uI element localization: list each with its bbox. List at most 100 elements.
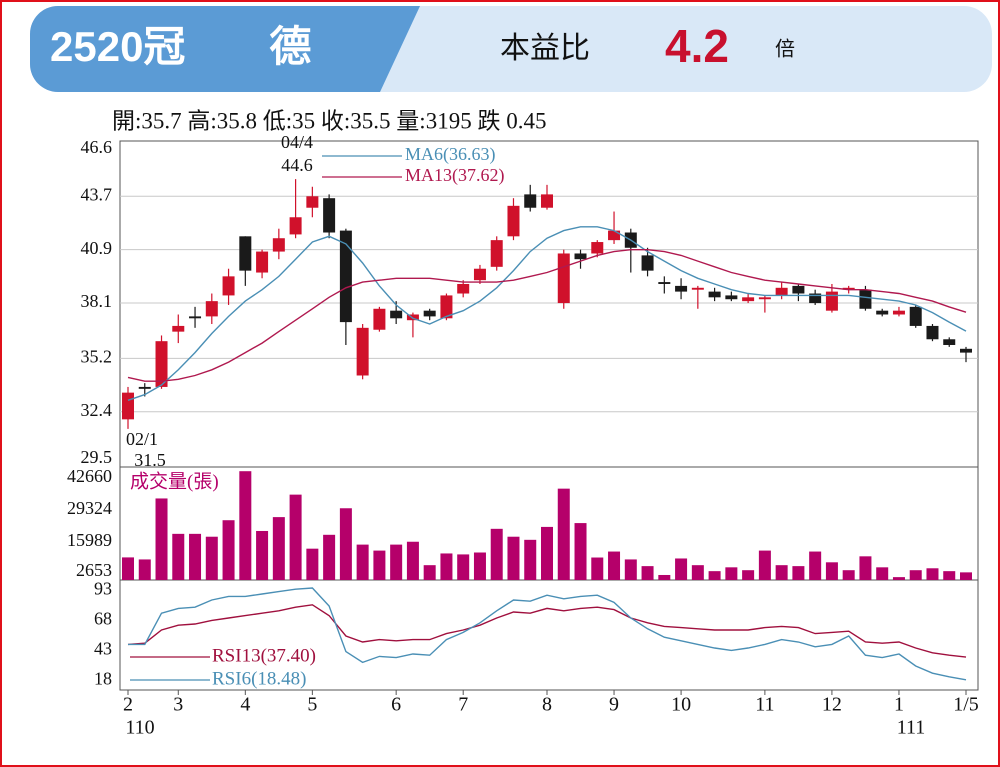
volume-bar xyxy=(725,567,738,580)
volume-bar xyxy=(792,566,805,580)
volume-bar xyxy=(272,517,285,580)
volume-bar xyxy=(457,554,470,580)
volume-bar xyxy=(960,572,972,580)
candle-body xyxy=(708,291,721,298)
candle-body xyxy=(926,325,939,340)
candle-body xyxy=(306,196,319,208)
candle-body xyxy=(809,293,822,304)
volume-bar xyxy=(507,536,520,580)
y-tick-label: 29.5 xyxy=(81,447,113,467)
y-tick-label: 68 xyxy=(94,609,112,629)
candle-body xyxy=(406,314,419,321)
x-tick-label: 5 xyxy=(307,694,317,716)
x-tick-label: 9 xyxy=(609,694,619,716)
candle-body xyxy=(222,276,235,296)
volume-bar xyxy=(172,533,185,580)
header-tab xyxy=(30,6,420,92)
volume-bar xyxy=(876,567,889,580)
y-tick-label: 93 xyxy=(94,579,112,599)
candle-body xyxy=(423,310,436,317)
volume-bar xyxy=(641,566,654,580)
x-tick-label: 8 xyxy=(542,694,552,716)
candle-body xyxy=(440,295,453,319)
legend-label: RSI6(18.48) xyxy=(212,668,306,689)
annotation: 44.6 xyxy=(281,155,313,175)
candle-body xyxy=(373,308,386,330)
candle-body xyxy=(658,282,671,284)
candle-body xyxy=(323,198,336,233)
volume-bar xyxy=(557,488,570,580)
pe-value: 4.2 xyxy=(665,20,729,72)
candle-body xyxy=(122,392,134,420)
volume-bar xyxy=(323,534,336,580)
candle-body xyxy=(289,217,302,235)
y-tick-label: 29324 xyxy=(67,498,112,518)
candle-body xyxy=(591,242,604,254)
volume-bar xyxy=(490,528,503,580)
candle-body xyxy=(272,238,285,252)
volume-bar xyxy=(339,508,352,580)
volume-bar xyxy=(239,471,252,580)
x-tick-label: 2 xyxy=(123,694,133,716)
volume-bar xyxy=(189,533,202,580)
volume-bar xyxy=(574,523,587,580)
candle-body xyxy=(155,341,168,387)
candle-body xyxy=(641,255,654,271)
y-tick-label: 43.7 xyxy=(81,184,113,204)
volume-bar xyxy=(122,557,134,580)
volume-bar xyxy=(541,526,553,580)
info-line: 開:35.7 高:35.8 低:35 收:35.5 量:3195 跌 0.45 xyxy=(112,108,546,133)
indicator-line xyxy=(127,226,967,401)
volume-bar xyxy=(524,539,537,580)
volume-bar xyxy=(624,559,637,580)
candle-body xyxy=(825,291,838,311)
candle-body xyxy=(943,339,956,345)
volume-bar xyxy=(222,520,235,580)
panel-title: 成交量(張) xyxy=(130,470,219,492)
candle-body xyxy=(390,310,403,319)
plot-frame xyxy=(119,140,979,691)
legend-label: MA13(37.62) xyxy=(405,165,505,186)
candle-body xyxy=(608,230,621,241)
x-year-label: 110 xyxy=(125,717,154,739)
candle-body xyxy=(775,287,788,296)
volume-bar xyxy=(809,551,822,580)
volume-bar xyxy=(909,570,922,580)
x-year-label: 111 xyxy=(897,717,926,739)
volume-bar xyxy=(373,550,386,580)
x-tick-label: 12 xyxy=(822,694,842,716)
annotation: 02/1 xyxy=(126,429,158,449)
candle-body xyxy=(892,310,905,315)
volume-bar xyxy=(943,571,956,580)
indicator-line xyxy=(128,587,967,681)
volume-bar xyxy=(205,536,218,580)
stock-title: 2520冠 德 xyxy=(50,23,311,70)
y-tick-label: 46.6 xyxy=(81,137,113,157)
volume-bar xyxy=(356,544,369,580)
volume-bar xyxy=(926,568,939,580)
legend-label: MA6(36.63) xyxy=(405,144,496,165)
volume-bar xyxy=(423,565,436,580)
volume-bar xyxy=(306,548,319,580)
candle-body xyxy=(138,386,151,389)
volume-bar xyxy=(256,530,269,580)
volume-bar xyxy=(691,565,704,580)
volume-bar xyxy=(708,571,721,580)
candle-body xyxy=(691,287,704,290)
volume-bar xyxy=(859,556,872,580)
candle-body xyxy=(256,251,269,273)
volume-bar xyxy=(440,553,453,580)
candle-body xyxy=(473,268,486,281)
legend-label: RSI13(37.40) xyxy=(212,645,316,666)
candle-body xyxy=(524,194,537,208)
candle-body xyxy=(876,310,889,315)
x-tick-label: 7 xyxy=(458,694,468,716)
y-tick-label: 2653 xyxy=(76,560,112,580)
candle-body xyxy=(574,253,587,260)
volume-bar xyxy=(138,559,151,580)
volume-bar xyxy=(825,562,838,580)
volume-bar xyxy=(473,552,486,580)
x-tick-label: 1 xyxy=(894,694,904,716)
x-tick-label: 1/5 xyxy=(953,694,979,716)
